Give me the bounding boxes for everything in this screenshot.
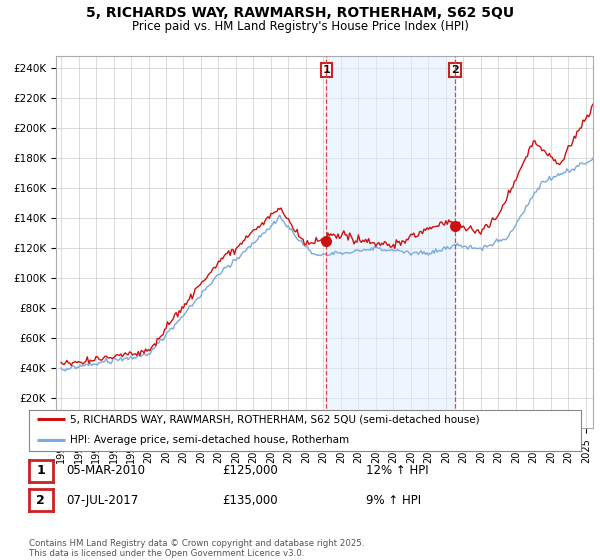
Text: 1: 1 (323, 66, 330, 75)
Text: 9% ↑ HPI: 9% ↑ HPI (366, 493, 421, 507)
Text: 1: 1 (37, 464, 45, 478)
Text: Price paid vs. HM Land Registry's House Price Index (HPI): Price paid vs. HM Land Registry's House … (131, 20, 469, 32)
Text: 05-MAR-2010: 05-MAR-2010 (66, 464, 145, 478)
Text: 12% ↑ HPI: 12% ↑ HPI (366, 464, 428, 478)
Text: 2: 2 (451, 66, 459, 75)
Text: £125,000: £125,000 (222, 464, 278, 478)
Text: £135,000: £135,000 (222, 493, 278, 507)
Text: 5, RICHARDS WAY, RAWMARSH, ROTHERHAM, S62 5QU (semi-detached house): 5, RICHARDS WAY, RAWMARSH, ROTHERHAM, S6… (70, 414, 480, 424)
Text: HPI: Average price, semi-detached house, Rotherham: HPI: Average price, semi-detached house,… (70, 435, 349, 445)
Text: Contains HM Land Registry data © Crown copyright and database right 2025.
This d: Contains HM Land Registry data © Crown c… (29, 539, 364, 558)
Bar (326, 56, 455, 428)
Text: 2: 2 (37, 493, 45, 507)
Text: 07-JUL-2017: 07-JUL-2017 (66, 493, 138, 507)
Text: 5, RICHARDS WAY, RAWMARSH, ROTHERHAM, S62 5QU: 5, RICHARDS WAY, RAWMARSH, ROTHERHAM, S6… (86, 6, 514, 20)
